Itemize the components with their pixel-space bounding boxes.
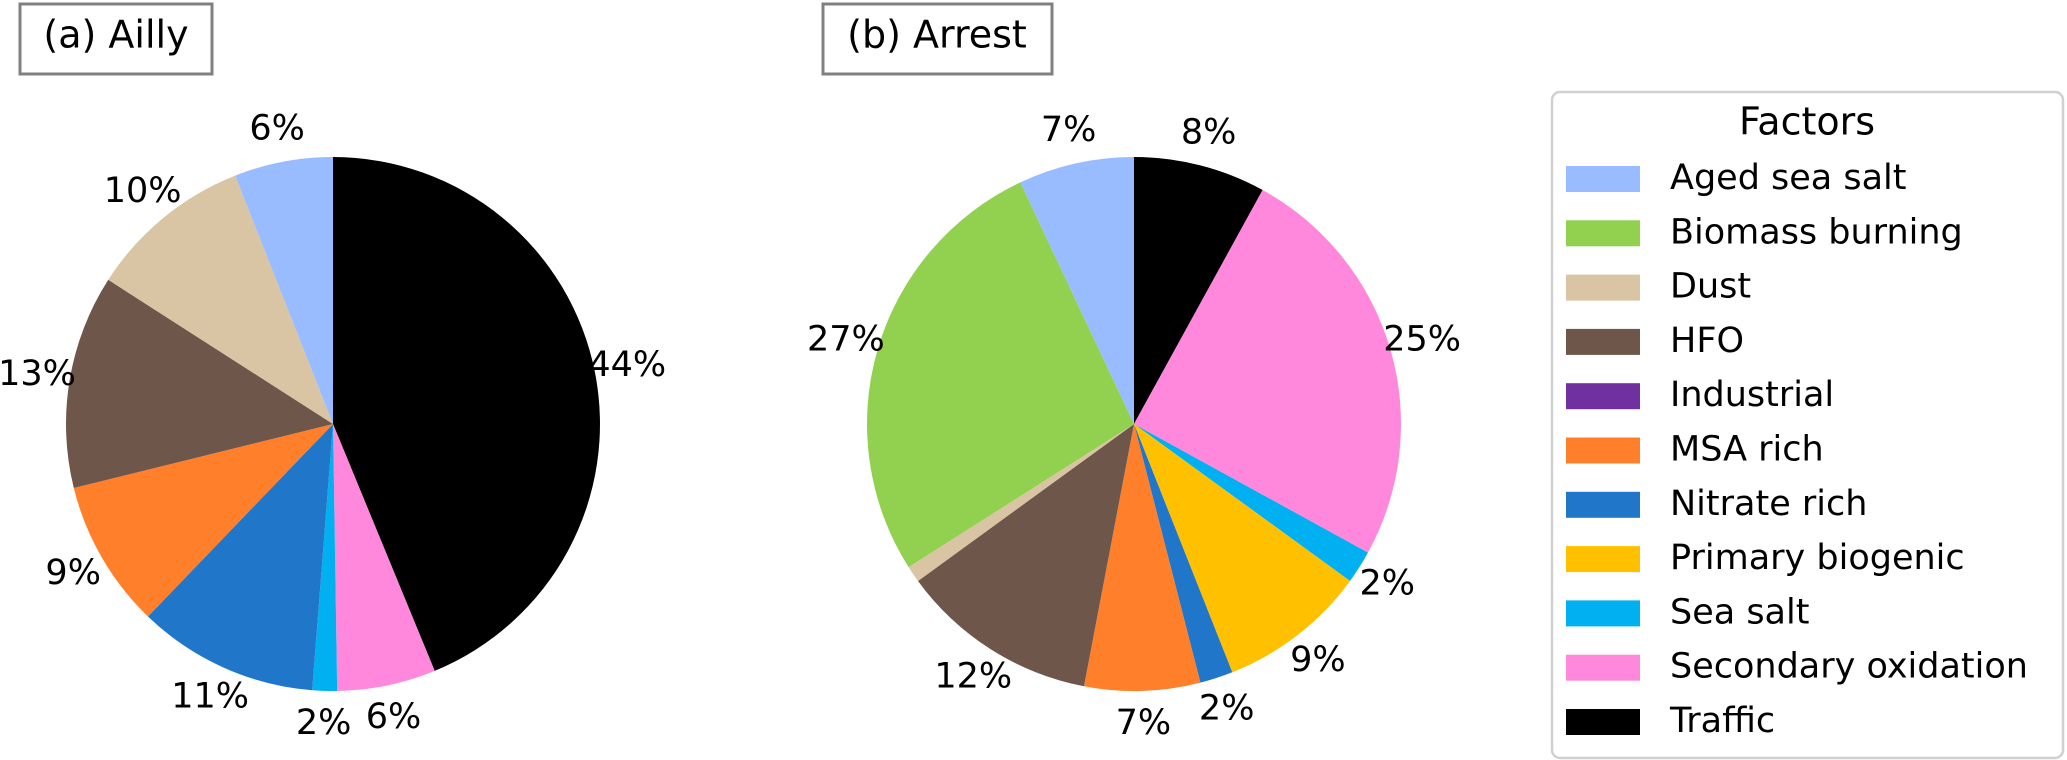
legend-frame — [1550, 90, 2065, 760]
pie-chart-arrest: (b) Arrest 8% 25% 2% 9% 2% 7% 12% 27% 7% — [807, 2, 1461, 743]
legend-label-sea-salt: Sea salt — [1670, 592, 1809, 632]
pie-slice-nitrate-rich — [147, 424, 333, 691]
legend-label-aged-sea-salt: Aged sea salt — [1670, 158, 1907, 198]
pie-slice-traffic — [333, 157, 600, 671]
legend-label-primary-biogenic: Primary biogenic — [1670, 538, 1965, 578]
legend-label-hfo: HFO — [1670, 321, 1744, 361]
slice-label-hfo: 12% — [934, 656, 1012, 696]
pie-labels: 44% 6% 2% 11% 9% 13% 10% 6% — [0, 108, 666, 743]
legend-swatch-sea-salt — [1566, 600, 1640, 627]
slice-label-sea-salt: 2% — [1360, 564, 1416, 604]
legend-label-msa-rich: MSA rich — [1670, 430, 1824, 470]
legend-swatch-nitrate-rich — [1566, 491, 1640, 518]
legend-label-traffic: Traffic — [1669, 701, 1775, 741]
pie-slice-hfo — [66, 279, 333, 489]
slice-label-dust: 10% — [104, 171, 182, 211]
slice-label-secondary-oxidation: 6% — [366, 697, 422, 737]
title-box — [18, 2, 214, 76]
legend-swatch-secondary-oxidation — [1566, 654, 1640, 681]
pie-slice-biomass-burning — [866, 182, 1134, 568]
pie-slice-msa-rich — [73, 424, 334, 617]
pie-slice-traffic — [1134, 157, 1263, 424]
slice-label-aged-sea-salt: 6% — [249, 108, 305, 148]
slice-label-msa-rich: 9% — [45, 553, 101, 593]
pie-slice-dust — [108, 175, 333, 424]
slice-label-nitrate-rich: 2% — [1199, 688, 1255, 728]
slice-label-biomass-burning: 27% — [807, 319, 885, 359]
slice-label-secondary-oxidation: 25% — [1383, 319, 1461, 359]
legend-items: Aged sea salt Biomass burning Dust HFO Indus… — [1566, 158, 2028, 741]
pie-slice-primary-biogenic — [1134, 424, 1351, 673]
slice-label-primary-biogenic: 9% — [1290, 640, 1346, 680]
slice-label-nitrate-rich: 11% — [171, 677, 249, 717]
legend-swatch-dust — [1566, 274, 1640, 301]
pie-slice-aged-sea-salt — [1020, 157, 1134, 424]
legend-label-dust: Dust — [1670, 267, 1751, 307]
slice-label-aged-sea-salt: 7% — [1041, 110, 1097, 150]
title-box — [821, 2, 1054, 76]
pie-slice-msa-rich — [1083, 424, 1201, 691]
legend-swatch-aged-sea-salt — [1566, 166, 1640, 192]
slice-label-traffic: 44% — [588, 345, 666, 385]
pie-slice-secondary-oxidation — [1134, 190, 1401, 553]
legend: Factors Aged sea salt Biomass burning Dust… — [1550, 90, 2065, 760]
chart-title: (b) Arrest — [847, 13, 1027, 57]
legend-swatch-hfo — [1566, 328, 1640, 355]
legend-label-industrial: Industrial — [1670, 375, 1834, 415]
pie-slice-dust — [908, 424, 1134, 581]
pie-chart-ailly: (a) Ailly 44% 6% 2% 11% 9% 13% 10% 6% — [0, 2, 666, 743]
legend-swatch-traffic — [1566, 709, 1640, 735]
slice-label-msa-rich: 7% — [1116, 703, 1172, 743]
pie-slice-aged-sea-salt — [235, 157, 333, 424]
slice-label-sea-salt: 2% — [296, 703, 352, 743]
pie-slice-secondary-oxidation — [333, 424, 435, 691]
legend-label-nitrate-rich: Nitrate rich — [1670, 484, 1867, 524]
pie-slices — [66, 157, 600, 692]
legend-label-secondary-oxidation: Secondary oxidation — [1670, 647, 2028, 687]
legend-label-biomass-burning: Biomass burning — [1670, 212, 1963, 252]
pie-slice-sea-salt — [1134, 424, 1368, 581]
legend-title: Factors — [1739, 100, 1875, 144]
legend-swatch-biomass-burning — [1566, 220, 1640, 247]
legend-swatch-msa-rich — [1566, 437, 1640, 464]
pie-slice-nitrate-rich — [1134, 424, 1233, 683]
pie-slice-hfo — [917, 424, 1134, 687]
slice-label-hfo: 13% — [0, 354, 76, 394]
pie-labels: 8% 25% 2% 9% 2% 7% 12% 27% 7% — [807, 110, 1461, 743]
slice-label-traffic: 8% — [1181, 112, 1237, 152]
pie-slice-sea-salt — [312, 424, 338, 692]
chart-title: (a) Ailly — [43, 13, 188, 57]
legend-swatch-primary-biogenic — [1566, 546, 1640, 573]
pie-slices — [866, 157, 1401, 691]
legend-swatch-industrial — [1566, 383, 1640, 410]
